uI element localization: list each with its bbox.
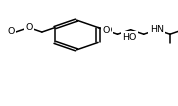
- Text: O: O: [104, 26, 112, 35]
- Text: HO: HO: [122, 33, 137, 42]
- Text: O: O: [102, 26, 109, 35]
- Text: O: O: [7, 27, 15, 36]
- Text: O: O: [25, 23, 32, 32]
- Text: HN: HN: [150, 25, 164, 34]
